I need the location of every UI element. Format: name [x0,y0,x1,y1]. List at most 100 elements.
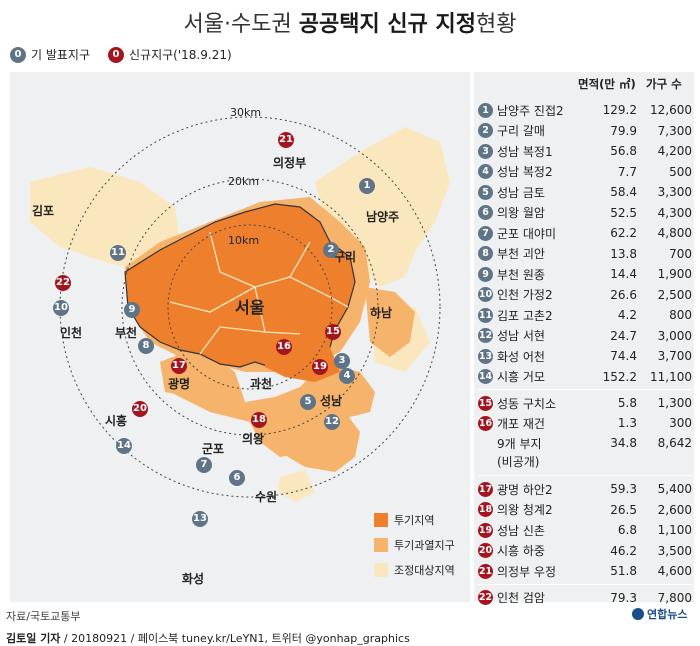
site-table [474,72,694,602]
table-row: 14 시흥 거모 152.2 11,100 [478,367,693,387]
table-row: 7 군포 대야미 62.2 4,800 [478,223,693,243]
table-row: 20 시흥 하중 46.2 3,500 [478,541,693,561]
site-number-badge: 1 [478,102,493,118]
site-area: 58.4 [610,185,637,199]
map-marker-12: 12 [324,414,340,430]
site-area: 56.8 [610,144,637,158]
city-label-bucheon: 부천 [115,326,138,340]
city-label-hanam: 하남 [370,306,393,320]
site-number-badge: 9 [478,266,493,282]
map-marker-10: 10 [53,300,69,316]
site-name: 인천 검암 [497,591,545,605]
site-number-badge: 17 [478,481,493,497]
table-row: 22 인천 검암 79.3 7,800 [478,588,693,608]
map-marker-21: 21 [278,132,294,148]
seoul-note: (비공개) [497,455,540,469]
site-name: 성남 복정2 [497,165,553,179]
map-marker-7: 7 [196,457,212,473]
site-name: 시흥 거모 [497,370,545,384]
site-name: 성남 금토 [497,185,545,200]
map-marker-11: 11 [110,245,126,261]
site-name: 의왕 월암 [497,206,545,220]
site-number-badge: 20 [478,543,493,558]
city-label-gwacheon: 과천 [250,377,273,391]
site-area: 1.3 [617,416,637,430]
map-marker-13: 13 [192,511,208,527]
site-households: 5,400 [657,482,692,496]
map-marker-1: 1 [359,178,375,194]
table-row: 16 개포 재건 1.3 300 [478,413,693,433]
site-number-badge: 22 [478,590,493,605]
site-number-badge: 14 [478,369,493,384]
source-note: 자료/국토교통부 [6,610,81,623]
map-marker-22: 22 [55,275,71,291]
city-label-uiwang: 의왕 [242,432,265,446]
city-label-guri: 구리 [334,250,357,264]
table-row: 4 성남 복정2 7.7 500 [478,162,693,182]
site-households: 1,900 [657,267,692,281]
map-marker-2: 2 [323,242,339,258]
table-row: 1 남양주 진접2 129.2 12,600 [478,100,693,120]
site-households: 11,100 [650,369,692,384]
site-households: 7,800 [657,590,692,605]
legend-speculation: 투기지역 [374,512,455,528]
table-row: 11 김포 고촌2 4.2 800 [478,305,693,325]
map-graphic [30,116,450,502]
site-households: 3,000 [657,328,692,343]
city-label-uijeongbu: 의정부 [273,156,307,170]
site-area: 26.6 [610,287,637,302]
site-households: 2,500 [657,287,692,302]
map-marker-9: 9 [124,302,140,318]
city-label-seoul: 서울 [235,298,265,317]
site-name: 시흥 하중 [497,544,545,558]
site-name: 9개 부지 [497,436,542,451]
legend-existing: 0 기 발표지구 [10,46,90,63]
site-area: 14.4 [610,267,637,281]
site-area: 152.2 [602,369,637,384]
city-label-gimpo: 김포 [32,204,55,218]
map-marker-3: 3 [334,353,350,369]
site-number-badge: 8 [478,246,493,261]
city-label-gunpo: 군포 [202,442,225,456]
ring-label-20km: 20km [228,175,260,188]
site-area: 5.8 [617,396,637,410]
map-marker-6: 6 [229,470,245,486]
site-area: 79.3 [610,590,637,605]
site-number-badge: 21 [478,563,493,579]
site-households: 4,800 [657,226,692,240]
site-name: 개포 재건 [497,416,545,431]
legend-adjustment: 조정대상지역 [374,562,455,578]
city-label-hwaseong: 화성 [182,572,205,586]
site-number-badge: 12 [478,328,493,343]
table-row: 6 의왕 월암 52.5 4,300 [478,203,693,223]
map-marker-5: 5 [300,394,316,410]
table-row: 8 부천 괴안 13.8 700 [478,244,693,264]
site-name: 남양주 진접2 [497,103,564,118]
site-name: 부천 괴안 [497,247,545,261]
table-row: 2 구리 갈매 79.9 7,300 [478,121,693,141]
city-label-seongnam: 성남 [320,394,343,408]
adjustment-swatch-icon [374,563,388,577]
site-name: 군포 대야미 [497,226,557,241]
site-area: 34.8 [610,436,637,450]
site-households: 4,300 [657,205,692,220]
site-name: 부천 원종 [497,267,545,282]
site-households: 3,500 [657,543,692,558]
overheated-zone-area-seongnam [275,407,360,472]
map-marker-18: 18 [251,412,267,428]
site-name: 성남 복정1 [497,144,553,159]
table-row: 15 성동 구치소 5.8 1,300 [478,393,693,413]
site-number-badge: 7 [478,225,493,241]
table-divider [478,389,693,390]
site-name: 김포 고촌2 [497,308,553,323]
marker-legend: 0 기 발표지구 0 신규지구('18.9.21) [10,46,232,63]
adjustment-zone-area-suwon [278,470,315,502]
map-marker-17: 17 [171,358,187,374]
site-households: 8,642 [657,436,692,450]
site-area: 59.3 [610,482,637,496]
site-area: 24.7 [610,328,637,343]
adjustment-zone-area-west [30,167,180,272]
yonhap-logo: 연합뉴스 [632,606,687,622]
site-households: 800 [669,308,692,322]
site-area: 62.2 [610,226,637,240]
